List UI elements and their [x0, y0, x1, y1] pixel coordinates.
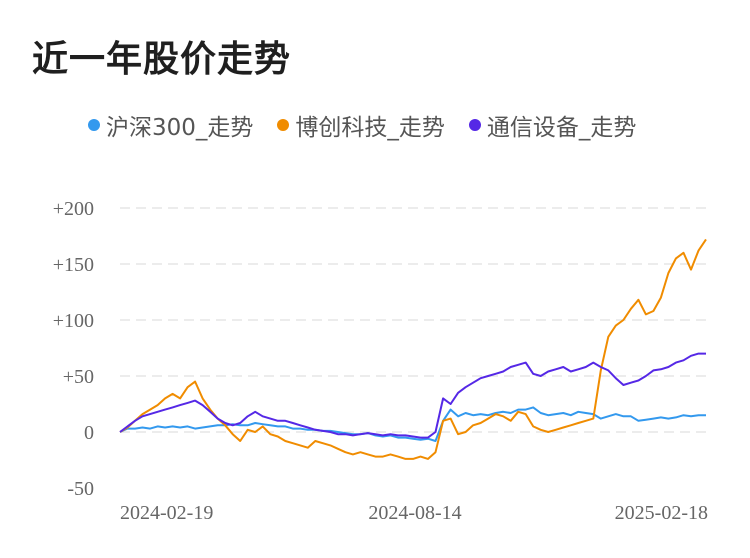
y-axis-ticks: +200 +150 +100 +50 0 -50: [53, 198, 94, 500]
y-tick-label: 0: [84, 422, 94, 444]
series-line-2: [119, 352, 706, 439]
legend-dot-bochuang: [277, 119, 290, 131]
series-line-0: [119, 406, 706, 442]
y-tick-label: +100: [53, 310, 94, 332]
legend-item-telecom[interactable]: 通信设备_走势: [468, 108, 637, 142]
y-tick-label: -50: [67, 478, 94, 500]
legend-item-hs300[interactable]: 沪深300_走势: [88, 108, 253, 142]
x-tick-label: 2024-08-14: [368, 502, 461, 524]
y-tick-label: +150: [53, 254, 94, 276]
y-tick-label: +200: [53, 198, 94, 220]
legend-item-bochuang[interactable]: 博创科技_走势: [277, 108, 445, 142]
legend-dot-hs300: [88, 119, 100, 131]
series-lines: [119, 238, 707, 460]
legend-dot-telecom: [468, 119, 481, 131]
legend-label-telecom: 通信设备_走势: [486, 115, 637, 141]
legend-label-bochuang: 博创科技_走势: [295, 115, 445, 141]
chart-title: 近一年股价走势: [32, 39, 292, 80]
grid-lines: [120, 207, 706, 433]
x-axis-ticks: 2024-02-19 2024-08-14 2025-02-18: [120, 502, 708, 524]
x-tick-label: 2025-02-18: [615, 502, 708, 524]
legend: 沪深300_走势 博创科技_走势 通信设备_走势: [88, 108, 660, 142]
legend-label-hs300: 沪深300_走势: [106, 115, 254, 141]
x-tick-label: 2024-02-19: [120, 502, 213, 524]
y-tick-label: +50: [63, 366, 94, 388]
